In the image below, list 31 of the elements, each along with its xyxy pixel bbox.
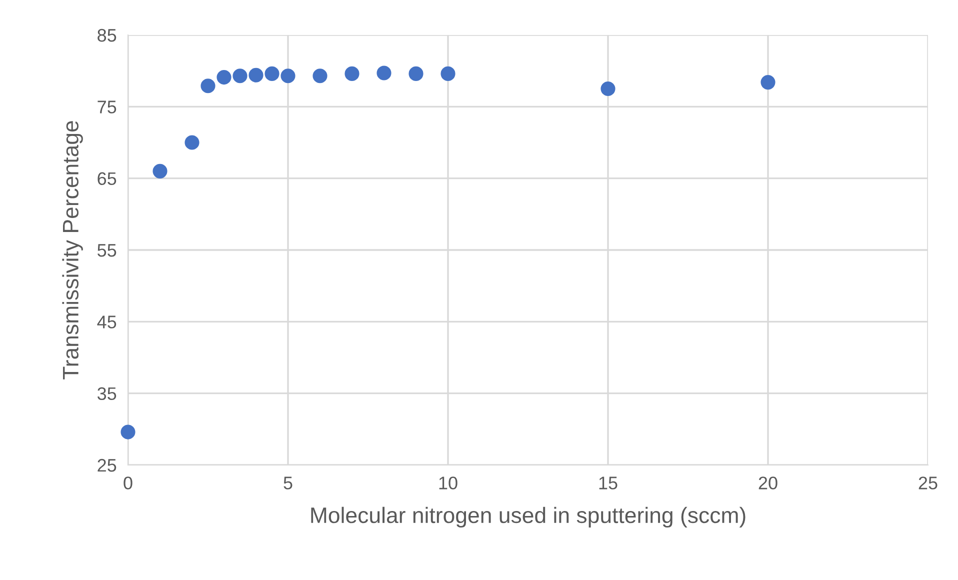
x-tick-label: 15 <box>599 476 618 490</box>
y-tick-label: 75 <box>98 100 116 114</box>
point <box>248 68 264 82</box>
x-tick-label: 10 <box>439 476 458 490</box>
point <box>440 66 456 81</box>
x-tick-label: 20 <box>758 476 778 490</box>
y-tick-label: 25 <box>98 458 116 472</box>
point <box>600 81 616 96</box>
x-axis-title: Molecular nitrogen used in sputtering (sccm) <box>311 506 746 528</box>
point <box>376 66 392 80</box>
point <box>760 75 776 90</box>
point <box>184 135 200 150</box>
point <box>216 70 232 85</box>
y-tick-label: 45 <box>97 316 116 328</box>
y-axis-title: Transmissivity Percentage <box>62 121 83 380</box>
point <box>280 68 296 84</box>
point <box>232 68 248 84</box>
point <box>408 66 424 81</box>
point <box>120 424 136 440</box>
point <box>264 66 280 81</box>
y-tick-label: 35 <box>97 387 116 400</box>
point <box>200 78 216 94</box>
x-tick-label: 0 <box>124 476 132 490</box>
point <box>152 164 168 178</box>
y-tick-label: 55 <box>98 244 116 257</box>
point <box>344 66 360 81</box>
point <box>312 68 328 84</box>
x-tick-label: 5 <box>284 476 292 490</box>
y-tick-label: 65 <box>98 172 116 186</box>
x-tick-label: 25 <box>918 476 938 490</box>
y-tick-label: 85 <box>98 28 116 42</box>
